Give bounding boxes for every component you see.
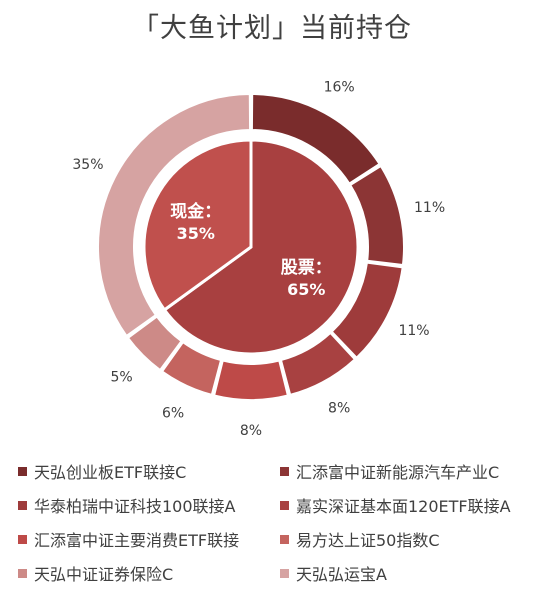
legend-item: 天弘中证证券保险C bbox=[18, 560, 173, 586]
outer-slice-3 bbox=[279, 331, 357, 397]
legend-label: 汇添富中证主要消费ETF联接 bbox=[34, 531, 240, 550]
legend-label: 天弘创业板ETF联接C bbox=[34, 463, 187, 482]
inner-value-0: 65% bbox=[287, 280, 325, 299]
legend-swatch bbox=[280, 568, 289, 578]
legend-item: 华泰柏瑞中证科技100联接A bbox=[18, 492, 236, 518]
outer-slice-6 bbox=[126, 315, 183, 372]
inner-slice-0 bbox=[162, 138, 360, 356]
legend-item: 天弘创业板ETF联接C bbox=[18, 458, 186, 484]
inner-slice-1 bbox=[142, 138, 253, 312]
outer-label-1: 11% bbox=[414, 200, 445, 216]
legend-item: 天弘弘运宝A bbox=[280, 560, 387, 586]
donut-chart: 股票： 65% 现金： 35% 16% 11% 11% 8% 8% 6% 5% 35% bbox=[72, 80, 445, 439]
inner-label-0: 股票： bbox=[281, 258, 332, 278]
chart-title: 「大鱼计划」当前持仓 bbox=[132, 13, 412, 44]
outer-slice-0 bbox=[250, 92, 381, 185]
legend-label: 天弘中证证券保险C bbox=[34, 565, 174, 584]
legend-swatch bbox=[18, 500, 27, 510]
outer-label-7: 35% bbox=[72, 157, 103, 173]
outer-slice-4 bbox=[212, 359, 290, 401]
legend-swatch bbox=[18, 534, 27, 544]
legend-swatch bbox=[18, 568, 27, 578]
legend-swatch bbox=[280, 466, 289, 476]
outer-label-3: 8% bbox=[328, 400, 350, 416]
legend-item: 汇添富中证新能源汽车产业C bbox=[280, 458, 499, 484]
outer-label-2: 11% bbox=[398, 323, 429, 339]
legend-swatch bbox=[280, 500, 289, 510]
legend-label: 华泰柏瑞中证科技100联接A bbox=[34, 497, 236, 516]
outer-slice-1 bbox=[348, 164, 405, 267]
legend-item: 汇添富中证主要消费ETF联接 bbox=[18, 526, 239, 552]
inner-value-1: 35% bbox=[177, 224, 215, 243]
outer-label-0: 16% bbox=[324, 80, 355, 96]
legend-label: 天弘弘运宝A bbox=[296, 565, 387, 584]
outer-slice-5 bbox=[160, 340, 223, 397]
outer-label-6: 5% bbox=[110, 369, 132, 385]
legend-label: 易方达上证50指数C bbox=[296, 531, 440, 550]
outer-slice-7 bbox=[97, 92, 252, 338]
legend-item: 易方达上证50指数C bbox=[280, 526, 440, 552]
legend-item: 嘉实深证基本面120ETF联接A bbox=[280, 492, 511, 518]
outer-label-5: 6% bbox=[162, 406, 184, 422]
legend-swatch bbox=[280, 534, 289, 544]
legend-swatch bbox=[18, 466, 27, 476]
outer-slice-2 bbox=[330, 261, 404, 360]
outer-label-4: 8% bbox=[240, 423, 262, 439]
legend-label: 汇添富中证新能源汽车产业C bbox=[296, 463, 500, 482]
legend-label: 嘉实深证基本面120ETF联接A bbox=[296, 497, 511, 516]
inner-label-1: 现金： bbox=[170, 201, 221, 222]
